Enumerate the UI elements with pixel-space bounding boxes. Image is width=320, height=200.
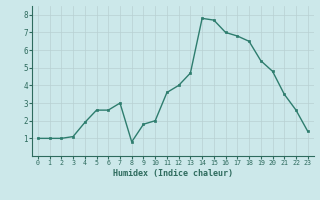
X-axis label: Humidex (Indice chaleur): Humidex (Indice chaleur) [113,169,233,178]
